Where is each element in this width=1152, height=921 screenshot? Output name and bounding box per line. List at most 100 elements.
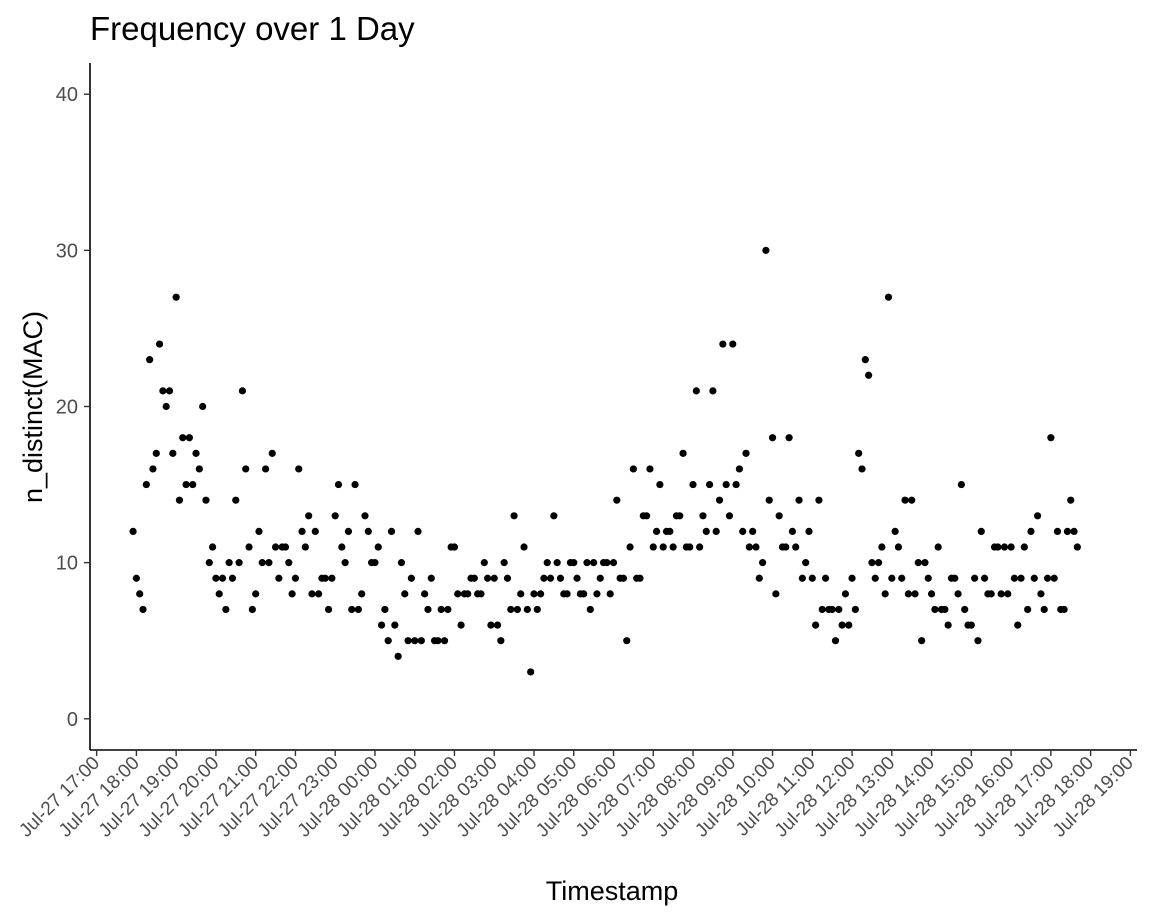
data-point: [556, 574, 565, 582]
data-point: [1024, 605, 1032, 614]
data-point: [868, 559, 876, 567]
data-point: [315, 590, 323, 598]
data-point: [729, 340, 737, 348]
data-point: [232, 496, 240, 504]
data-point: [182, 480, 190, 489]
y-tick-label: 10: [56, 553, 78, 575]
data-point: [311, 527, 319, 536]
data-point: [951, 574, 959, 582]
y-axis-label: n_distinct(MAC): [18, 311, 48, 503]
data-point: [934, 543, 942, 551]
data-point: [636, 574, 644, 582]
data-point: [348, 605, 356, 614]
data-point: [238, 387, 247, 395]
data-point: [815, 496, 823, 504]
data-point: [812, 621, 820, 629]
data-point: [821, 574, 830, 582]
data-point: [752, 543, 760, 551]
data-point: [808, 574, 816, 582]
data-point: [732, 480, 740, 489]
data-point: [828, 605, 836, 614]
data-point: [865, 371, 873, 379]
data-point: [281, 543, 290, 551]
data-point: [503, 574, 512, 582]
data-point: [543, 559, 551, 567]
data-point: [1067, 496, 1075, 504]
data-point: [338, 543, 346, 551]
data-point: [841, 590, 850, 598]
data-point: [755, 574, 763, 582]
data-point: [656, 480, 664, 489]
data-point: [715, 496, 724, 504]
data-point: [563, 590, 571, 598]
data-point: [483, 574, 492, 582]
data-point: [1017, 574, 1025, 582]
data-point: [725, 512, 734, 520]
data-point: [851, 605, 859, 614]
data-point: [997, 590, 1005, 598]
data-point: [530, 590, 538, 598]
data-point: [527, 668, 535, 676]
data-point: [609, 559, 618, 567]
data-point: [1070, 527, 1078, 536]
data-point: [643, 512, 651, 520]
data-point: [699, 512, 707, 520]
data-point: [497, 637, 505, 645]
data-point: [252, 590, 260, 598]
data-point: [974, 637, 982, 645]
data-point: [696, 543, 704, 551]
data-point: [805, 527, 813, 536]
data-point: [500, 559, 508, 567]
data-point: [437, 605, 445, 614]
data-point: [248, 605, 256, 614]
y-tick-label: 40: [56, 84, 78, 106]
data-point: [411, 637, 419, 645]
data-point: [268, 449, 276, 457]
data-point: [676, 512, 684, 520]
data-point: [908, 496, 916, 504]
data-point: [149, 465, 157, 473]
data-point: [649, 543, 657, 551]
data-point: [1027, 527, 1035, 536]
data-point: [394, 652, 402, 660]
data-point: [470, 574, 478, 582]
data-point: [1040, 605, 1048, 614]
data-point: [573, 574, 581, 582]
data-point: [593, 590, 601, 598]
data-point: [987, 590, 995, 598]
data-point: [795, 496, 803, 504]
data-point: [1037, 590, 1045, 598]
data-point: [377, 621, 386, 629]
data-point: [613, 496, 621, 504]
data-point: [457, 621, 465, 629]
data-point: [659, 543, 667, 551]
data-point: [308, 590, 316, 598]
data-point: [629, 465, 637, 473]
data-point: [427, 574, 435, 582]
data-point: [652, 527, 661, 536]
data-point: [894, 543, 903, 551]
data-point: [722, 480, 730, 489]
data-point: [517, 590, 525, 598]
data-point: [222, 605, 230, 614]
data-point: [1000, 543, 1009, 551]
data-point: [918, 637, 926, 645]
data-point: [739, 527, 747, 536]
data-point: [175, 496, 184, 504]
data-point: [749, 527, 757, 536]
data-point: [235, 559, 243, 567]
data-point: [583, 559, 591, 567]
data-point: [1060, 605, 1068, 614]
data-point: [172, 293, 180, 301]
data-point: [679, 449, 687, 457]
data-point: [199, 402, 207, 411]
data-point: [944, 621, 952, 629]
data-point: [401, 590, 409, 598]
data-point: [271, 543, 280, 551]
data-point: [520, 543, 528, 551]
data-point: [298, 527, 306, 536]
data-point: [881, 590, 889, 598]
data-point: [954, 590, 962, 598]
data-point: [742, 449, 750, 457]
data-point: [185, 434, 193, 442]
